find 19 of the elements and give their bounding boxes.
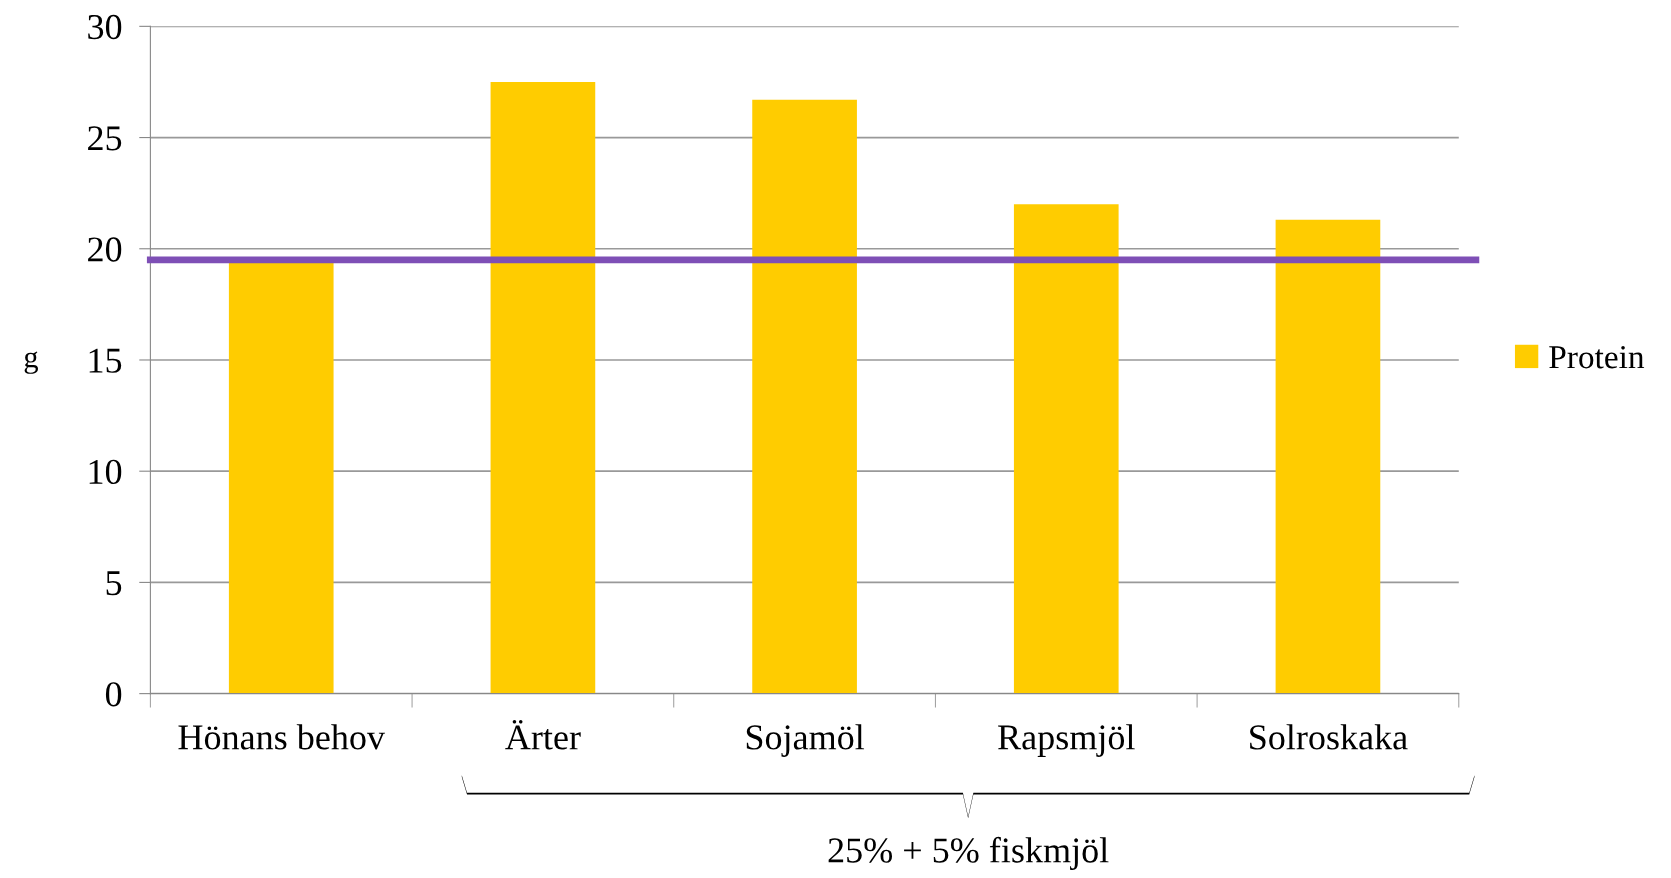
bar (1013, 204, 1119, 694)
y-tick-label: 10 (89, 459, 122, 485)
x-tick-label: Rapsmjöl (998, 724, 1135, 757)
y-tick-label: 5 (106, 571, 122, 596)
x-tick-label: Hönans behov (178, 724, 386, 750)
y-axis-title: g (24, 351, 38, 374)
y-tick-label: 30 (88, 14, 122, 40)
y-tick-label: 25 (88, 126, 122, 151)
text: 25% + 5% fiskmjöl (828, 836, 1109, 870)
bar (752, 99, 857, 694)
x-tick-label: Ärter (505, 719, 581, 750)
bar (1275, 219, 1381, 694)
x-tick-label: Sojamöl (746, 724, 865, 757)
y-tick-label: 15 (89, 348, 122, 373)
y-tick-label: 20 (88, 237, 122, 262)
x-tick-label: Solroskaka (1250, 724, 1408, 750)
legend-label: Protein (1549, 346, 1645, 369)
bar (490, 81, 596, 694)
y-tick-label: 0 (105, 682, 122, 707)
